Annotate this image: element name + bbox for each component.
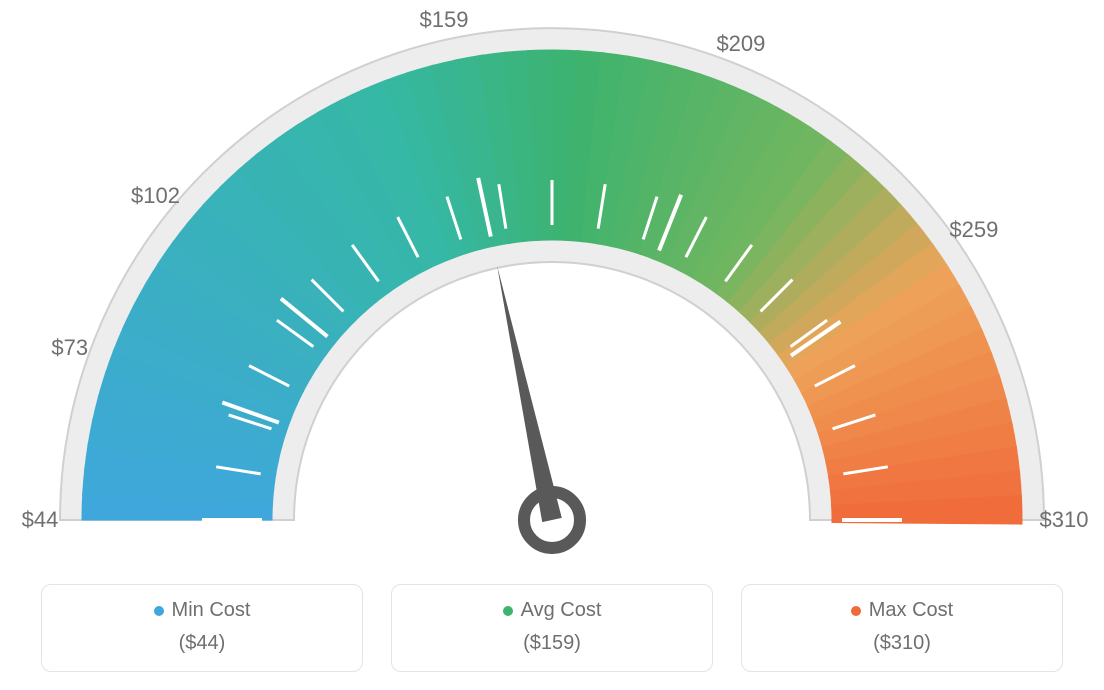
legend-avg-title: Avg Cost (503, 599, 602, 622)
legend-min: Min Cost ($44) (41, 584, 363, 672)
legend-min-title: Min Cost (154, 599, 251, 622)
gauge-area: $44 $73 $102 $159 $209 $259 $310 (0, 0, 1104, 560)
gauge-tick-label: $259 (949, 217, 998, 243)
gauge-tick-label: $159 (419, 7, 468, 33)
legend-max-label: Max Cost (869, 599, 953, 622)
legend-row: Min Cost ($44) Avg Cost ($159) Max Cost … (0, 584, 1104, 672)
cost-gauge-chart: $44 $73 $102 $159 $209 $259 $310 Min Cost ($44… (0, 0, 1104, 690)
gauge-tick-label: $102 (131, 183, 180, 209)
gauge-tick-label: $73 (51, 335, 88, 361)
dot-icon (154, 606, 164, 616)
legend-min-value: ($44) (42, 632, 362, 655)
legend-max-title: Max Cost (851, 599, 953, 622)
legend-avg: Avg Cost ($159) (391, 584, 713, 672)
dot-icon (503, 606, 513, 616)
legend-max-value: ($310) (742, 632, 1062, 655)
legend-min-label: Min Cost (172, 599, 251, 622)
gauge-svg (0, 0, 1104, 560)
dot-icon (851, 606, 861, 616)
legend-avg-label: Avg Cost (521, 599, 602, 622)
gauge-tick-label: $44 (22, 507, 59, 533)
gauge-tick-label: $310 (1040, 507, 1089, 533)
legend-avg-value: ($159) (392, 632, 712, 655)
gauge-tick-label: $209 (716, 31, 765, 57)
legend-max: Max Cost ($310) (741, 584, 1063, 672)
